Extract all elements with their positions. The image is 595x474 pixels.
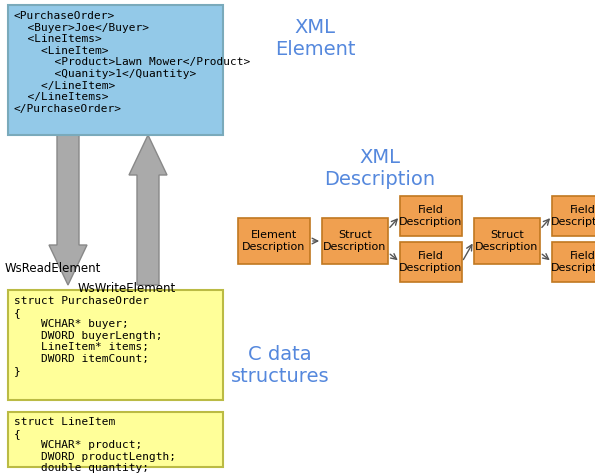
Bar	[400, 196, 462, 236]
Text: <PurchaseOrder>
  <Buyer>Joe</Buyer>
  <LineItems>
    <LineItem>
      <Product: <PurchaseOrder> <Buyer>Joe</Buyer> <Line…	[14, 11, 250, 114]
Bar	[552, 242, 595, 282]
Text: WsReadElement: WsReadElement	[5, 262, 101, 275]
Text: XML
Description: XML Description	[324, 148, 436, 189]
Bar	[552, 196, 595, 236]
Text: Field
Description: Field Description	[399, 205, 463, 227]
Bar	[322, 218, 388, 264]
Polygon shape	[129, 135, 167, 285]
Text: struct LineItem
{
    WCHAR* product;
    DWORD productLength;
    double quanti: struct LineItem { WCHAR* product; DWORD …	[14, 417, 176, 474]
Text: struct PurchaseOrder
{
    WCHAR* buyer;
    DWORD buyerLength;
    LineItem* it: struct PurchaseOrder { WCHAR* buyer; DWO…	[14, 296, 162, 375]
Bar	[8, 412, 223, 467]
Bar	[8, 290, 223, 400]
Text: Element
Description: Element Description	[242, 230, 306, 252]
Bar	[474, 218, 540, 264]
Polygon shape	[49, 135, 87, 285]
Text: WsWriteElement: WsWriteElement	[78, 282, 176, 295]
Bar	[238, 218, 310, 264]
Bar	[400, 242, 462, 282]
Text: Field
Description: Field Description	[399, 251, 463, 273]
Text: Field
Description: Field Description	[552, 251, 595, 273]
Text: C data
structures: C data structures	[231, 345, 329, 386]
Bar	[8, 5, 223, 135]
Text: Struct
Description: Struct Description	[475, 230, 538, 252]
Text: XML
Element: XML Element	[275, 18, 355, 59]
Text: Struct
Description: Struct Description	[323, 230, 387, 252]
Text: Field
Description: Field Description	[552, 205, 595, 227]
